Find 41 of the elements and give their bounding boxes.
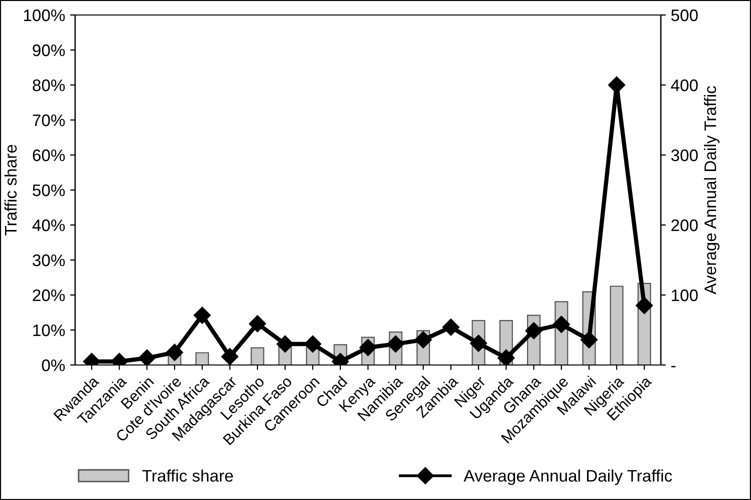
y2-tick-label: 100 — [672, 289, 698, 302]
y2-axis-title: Average Annual Daily Traffic — [704, 86, 720, 294]
y2-tick-label: 400 — [670, 79, 698, 92]
y-tick-label: 70% — [32, 114, 65, 126]
y-tick-label: 60% — [32, 149, 65, 162]
point — [248, 315, 266, 332]
y-tick-label: 10% — [33, 324, 65, 336]
y2-tick-label: 300 — [671, 149, 698, 162]
legend-label: Traffic share — [142, 469, 233, 482]
y-tick-label: 40% — [32, 219, 65, 232]
point — [552, 316, 570, 333]
point — [498, 349, 515, 365]
y-tick-label: 20% — [32, 289, 65, 302]
bar — [195, 352, 209, 365]
point — [166, 344, 184, 361]
y-tick-label: 90% — [32, 44, 65, 56]
point — [276, 335, 294, 353]
y-tick-label: 0% — [42, 359, 65, 372]
y-tick-label: 50% — [32, 184, 65, 196]
point — [414, 331, 432, 348]
point — [470, 334, 488, 352]
legend-label: Average Annual Daily Traffic — [464, 469, 672, 485]
point — [580, 331, 598, 348]
bar — [610, 286, 624, 365]
y-tick-label: 100% — [24, 9, 65, 22]
y2-tick-label: 500 — [671, 9, 698, 22]
y-tick-label: 30% — [32, 254, 65, 266]
y-tick-label: 80% — [32, 79, 65, 92]
y2-tick-label: 200 — [671, 219, 698, 232]
y2-tick-label: - — [671, 366, 676, 368]
point — [442, 318, 460, 336]
point — [387, 335, 404, 353]
point — [138, 349, 156, 365]
bar — [250, 347, 264, 365]
point — [525, 322, 542, 340]
point — [359, 338, 377, 356]
y-axis-title: Traffic share — [4, 144, 17, 236]
point — [304, 335, 322, 353]
point — [221, 348, 238, 365]
point — [636, 296, 653, 314]
point — [194, 306, 211, 324]
